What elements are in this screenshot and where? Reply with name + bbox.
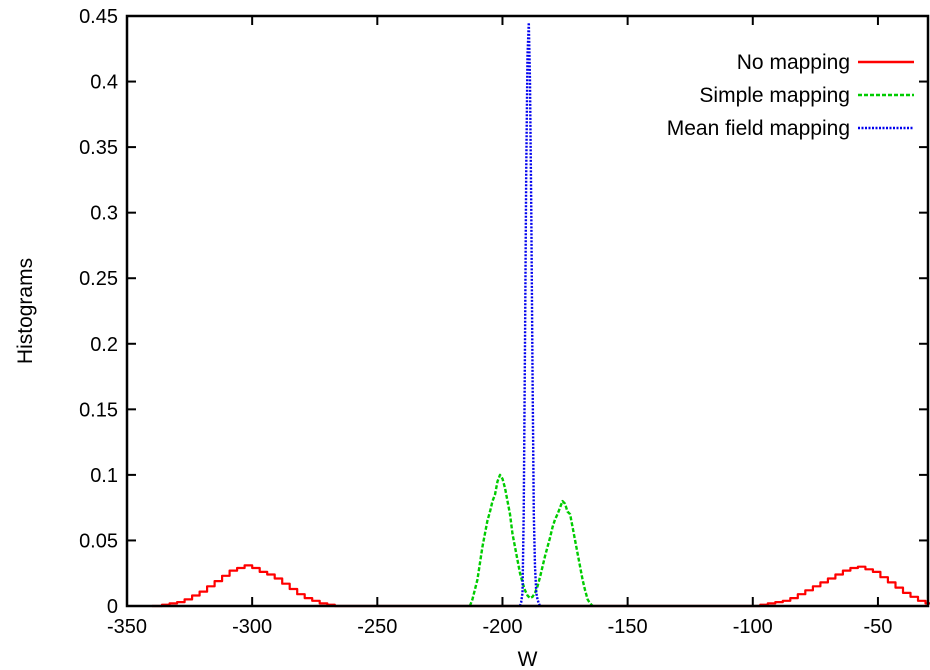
x-tick-label: -300 [232, 616, 272, 638]
y-tick-label: 0.25 [79, 268, 118, 290]
y-tick-label: 0.45 [79, 6, 118, 28]
legend-label-3: Mean field mapping [667, 117, 850, 140]
series-line-1 [152, 564, 930, 608]
x-tick-label: -350 [107, 616, 147, 638]
y-tick-label: 0 [107, 596, 118, 618]
legend: No mapping Simple mapping Mean field mappi… [667, 51, 914, 140]
y-tick-label: 0.35 [79, 137, 118, 159]
series-line-3 [518, 21, 542, 607]
x-tick-label: -150 [608, 616, 648, 638]
plot-area [125, 14, 930, 608]
x-axis-label: W [518, 648, 538, 670]
x-tick-label: -50 [863, 616, 892, 638]
y-tick-label: 0.2 [90, 334, 118, 356]
x-tick-label: -200 [482, 616, 522, 638]
axis-ticks: -350 -300 -250 -200 -150 -100 -50 0 0.05 0.1 0.15 0… [79, 6, 928, 638]
y-tick-label: 0.1 [90, 465, 118, 487]
plot-frame [125, 14, 930, 608]
x-tick-label: -100 [733, 616, 773, 638]
y-tick-label: 0.3 [90, 203, 118, 225]
y-axis-label: Histograms [14, 258, 37, 364]
legend-label-2: Simple mapping [699, 84, 850, 107]
legend-label-1: No mapping [737, 51, 850, 74]
y-tick-label: 0.15 [79, 399, 118, 421]
y-tick-label: 0.05 [79, 530, 118, 552]
series-line-2 [468, 473, 594, 607]
y-tick-label: 0.4 [90, 72, 118, 94]
x-tick-label: -250 [357, 616, 397, 638]
